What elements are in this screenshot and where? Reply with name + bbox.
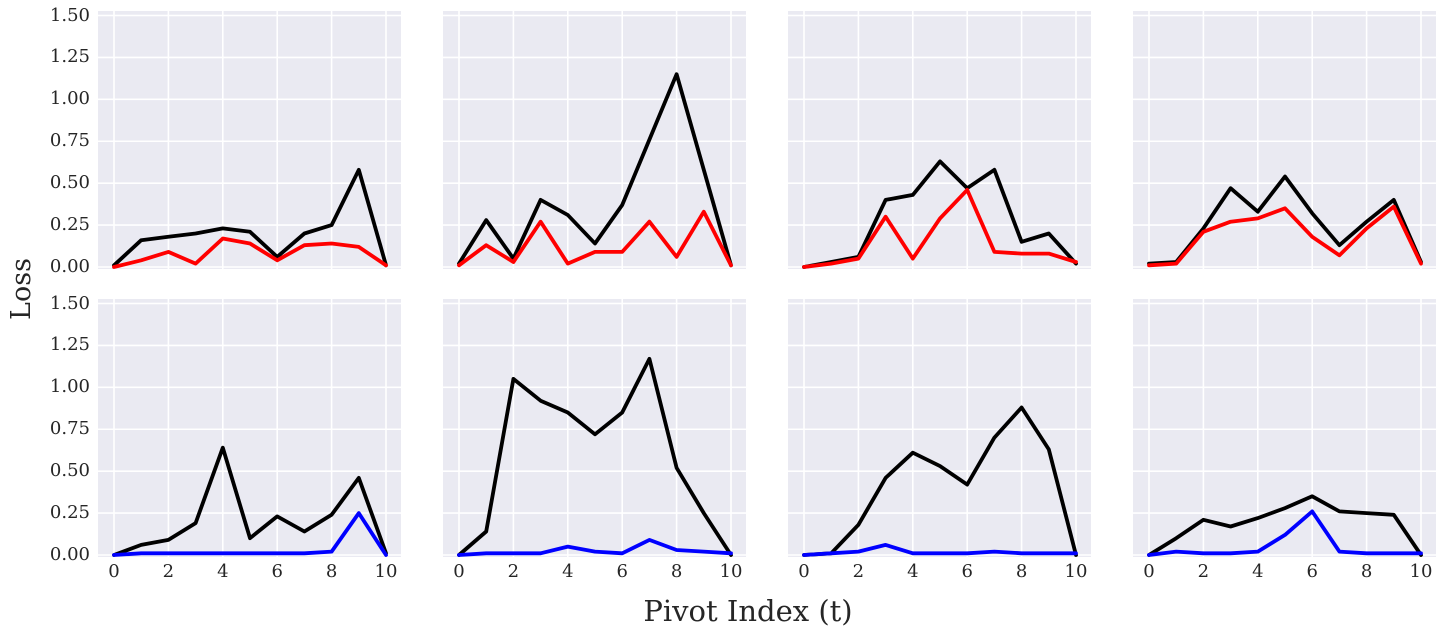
- y-tick-label: 0.25: [49, 502, 90, 524]
- x-tick-label: 0: [108, 561, 120, 582]
- x-tick-label: 6: [616, 561, 628, 582]
- y-tick-label: 0.00: [49, 544, 90, 565]
- x-tick-label: 10: [1064, 561, 1088, 582]
- x-tick-label: 4: [217, 561, 229, 582]
- x-tick-label: 2: [162, 561, 175, 582]
- y-tick-label: 0.00: [49, 256, 90, 277]
- subplot-canvas: [98, 299, 401, 557]
- blue-loss-line: [457, 537, 733, 557]
- x-tick-label: 10: [719, 561, 743, 582]
- x-tick-label: 2: [1197, 561, 1210, 582]
- black-loss-line: [112, 167, 388, 268]
- x-tick-label: 4: [1252, 561, 1264, 582]
- red-loss-line: [457, 209, 733, 268]
- subplot-r1c1: [443, 299, 746, 557]
- x-tick-label: 6: [271, 561, 283, 582]
- black-loss-line: [1147, 494, 1423, 557]
- x-tick-label: 8: [1015, 561, 1028, 582]
- x-tick-label: 6: [1306, 561, 1318, 582]
- y-tick-label: 0.75: [49, 418, 90, 440]
- subplot-r0c1: [443, 11, 746, 269]
- x-tick-label: 4: [907, 561, 919, 582]
- red-loss-line: [802, 187, 1078, 269]
- x-tick-label: 8: [325, 561, 338, 582]
- y-tick-label: 0.50: [49, 172, 90, 194]
- y-tick-label: 0.50: [49, 460, 90, 482]
- x-tick-label: 0: [453, 561, 465, 582]
- blue-loss-line: [802, 542, 1078, 557]
- subplot-r1c0: [98, 299, 401, 557]
- y-tick-label: 0.25: [49, 214, 90, 236]
- y-tick-label: 1.50: [49, 4, 90, 26]
- x-tick-label: 6: [961, 561, 973, 582]
- black-loss-line: [802, 159, 1078, 269]
- y-axis-label: Loss: [6, 258, 37, 320]
- x-tick-label: 4: [562, 561, 574, 582]
- x-tick-label: 10: [374, 561, 398, 582]
- red-loss-line: [1147, 204, 1423, 268]
- subplot-canvas: [788, 11, 1091, 269]
- subplot-canvas: [443, 299, 746, 557]
- x-tick-label: 8: [1360, 561, 1373, 582]
- subplot-canvas: [1133, 11, 1436, 269]
- x-tick-label: 2: [852, 561, 865, 582]
- subplot-canvas: [98, 11, 401, 269]
- blue-loss-line: [112, 511, 388, 557]
- subplot-r1c2: [788, 299, 1091, 557]
- x-tick-label: 10: [1409, 561, 1433, 582]
- x-tick-label: 2: [507, 561, 520, 582]
- y-tick-label: 1.25: [49, 46, 90, 68]
- x-tick-label: 8: [670, 561, 683, 582]
- y-tick-label: 1.00: [49, 376, 90, 398]
- y-tick-label: 1.00: [49, 88, 90, 110]
- blue-loss-line: [1147, 509, 1423, 557]
- subplot-r1c3: [1133, 299, 1436, 557]
- subplot-canvas: [443, 11, 746, 269]
- y-tick-label: 1.50: [49, 292, 90, 314]
- subplot-r0c0: [98, 11, 401, 269]
- y-tick-label: 0.75: [49, 130, 90, 152]
- black-loss-line: [457, 72, 733, 268]
- subplot-canvas: [788, 299, 1091, 557]
- x-axis-label: Pivot Index (t): [643, 594, 853, 628]
- y-tick-label: 1.25: [49, 334, 90, 356]
- subplot-r0c2: [788, 11, 1091, 269]
- x-tick-label: 0: [798, 561, 810, 582]
- x-tick-label: 0: [1143, 561, 1155, 582]
- black-loss-line: [112, 445, 388, 557]
- subplot-canvas: [1133, 299, 1436, 557]
- red-loss-line: [112, 236, 388, 269]
- black-loss-line: [802, 405, 1078, 557]
- black-loss-line: [457, 356, 733, 557]
- subplot-r0c3: [1133, 11, 1436, 269]
